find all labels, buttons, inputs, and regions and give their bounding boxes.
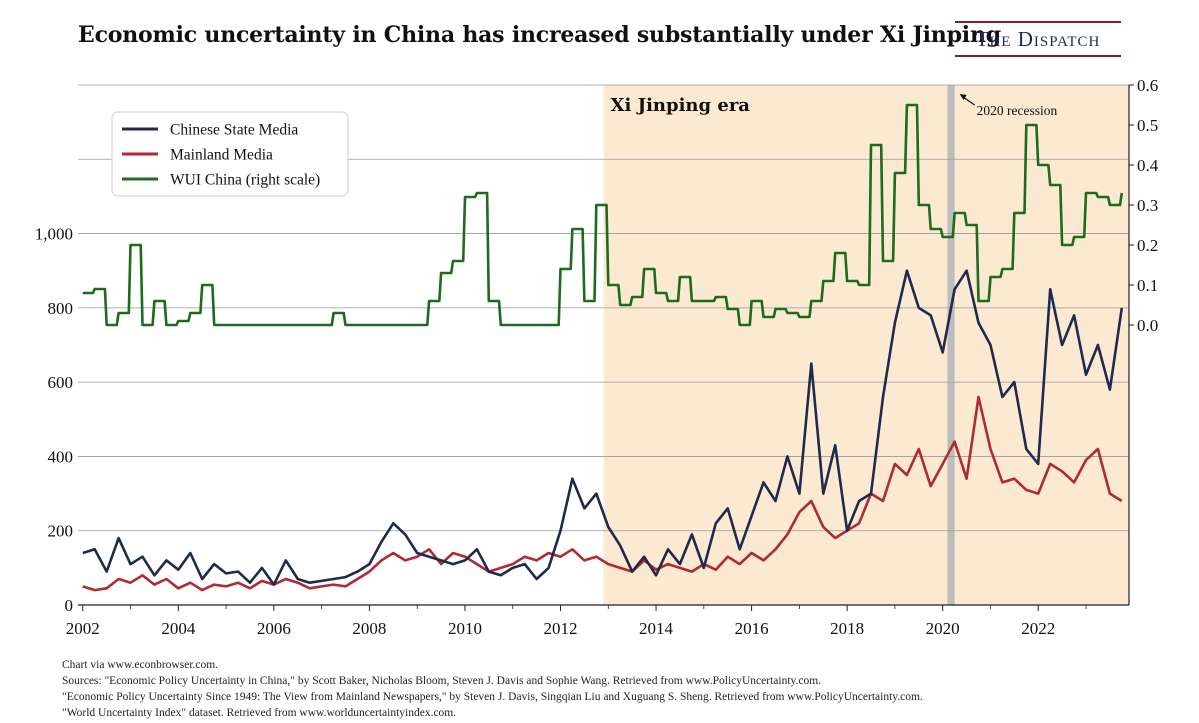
legend-item-wui: WUI China (right scale) (170, 172, 320, 189)
x-tick-label: 2004 (161, 619, 196, 638)
recession-shade (947, 85, 955, 605)
right-tick-label: 0.0 (1137, 316, 1158, 335)
footer-line-3: "Economic Policy Uncertainty Since 1949:… (62, 691, 923, 703)
left-tick-label: 200 (48, 522, 74, 541)
footer-line-1: Chart via www.econbrowser.com. (62, 659, 219, 671)
chart-canvas: 2002 2004 2006 2008 2010 2012 2014 2016 2018 2020… (35, 76, 1159, 638)
x-tick-label: 2014 (639, 619, 674, 638)
right-tick-label: 0.1 (1137, 276, 1158, 295)
x-tick-label: 2012 (544, 619, 578, 638)
chart-title: Economic uncertainty in China has increa… (78, 22, 1001, 48)
right-tick-label: 0.4 (1137, 156, 1159, 175)
x-tick-label: 2002 (66, 619, 100, 638)
footer-line-4: "World Uncertainty Index" dataset. Retri… (62, 707, 457, 719)
x-tick-label: 2010 (448, 619, 482, 638)
left-tick-label: 400 (48, 447, 74, 466)
legend-item-mainland-media: Mainland Media (170, 147, 273, 164)
xi-era-shade (603, 85, 1129, 605)
right-tick-label: 0.2 (1137, 236, 1158, 255)
series-line-wui (82, 103, 1124, 327)
right-tick-label: 0.3 (1137, 196, 1158, 215)
legend-box (111, 111, 349, 197)
right-tick-label: 0.6 (1137, 76, 1158, 95)
recession-arrowhead (959, 94, 967, 100)
x-tick-label: 2016 (735, 619, 769, 638)
x-tick-label: 2022 (1021, 619, 1055, 638)
left-tick-label: 1,000 (35, 225, 73, 244)
footer-line-2: Sources: "Economic Policy Uncertainty in… (62, 675, 822, 687)
xi-era-label: Xi Jinping era (611, 95, 751, 116)
left-tick-label: 800 (48, 299, 74, 318)
right-tick-label: 0.5 (1137, 116, 1158, 135)
recession-label: 2020 recession (977, 103, 1058, 118)
series-line-mainland-media (82, 395, 1123, 592)
left-tick-label: 600 (48, 373, 74, 392)
footer-notes: Chart via www.econbrowser.com. Sources: … (62, 657, 923, 721)
x-tick-label: 2008 (352, 619, 386, 638)
series-line-state-media (82, 269, 1124, 586)
x-tick-label: 2020 (926, 619, 960, 638)
brand-logo: The Dispatch (955, 21, 1121, 57)
x-tick-label: 2018 (830, 619, 864, 638)
left-tick-label: 0 (65, 596, 74, 615)
legend-item-state-media: Chinese State Media (170, 122, 298, 139)
x-tick-label: 2006 (257, 619, 291, 638)
